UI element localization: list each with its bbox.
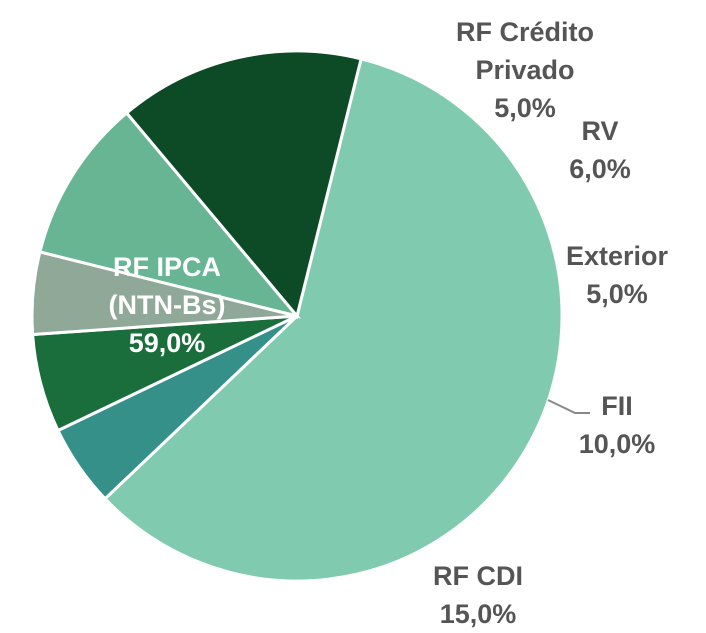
category-label: RF IPCA (NTN-Bs) [108,252,226,320]
slice-label: FII 10,0% [557,387,677,463]
pie-slice [102,57,564,583]
category-label: RF Crédito Privado [456,17,594,85]
category-label: FII [601,391,633,421]
pie-slice [38,110,302,319]
value-label: 5,0% [494,93,556,123]
slice-label: RF Crédito Privado 5,0% [430,13,620,127]
category-label: RV [581,116,619,146]
value-label: 6,0% [569,154,631,184]
category-label: RF CDI [433,561,523,591]
value-label: 10,0% [578,429,656,459]
slice-label: RV 6,0% [540,112,660,188]
leader-line [547,399,590,414]
slice-label: RF IPCA (NTN-Bs) 59,0% [77,248,257,362]
value-label: 15,0% [439,599,517,629]
value-label: 59,0% [128,328,206,358]
value-label: 5,0% [586,279,648,309]
slice-label: Exterior 5,0% [542,237,692,313]
pie-slice [124,49,363,320]
slice-label: RF CDI 15,0% [403,557,553,633]
category-label: Exterior [565,241,669,271]
